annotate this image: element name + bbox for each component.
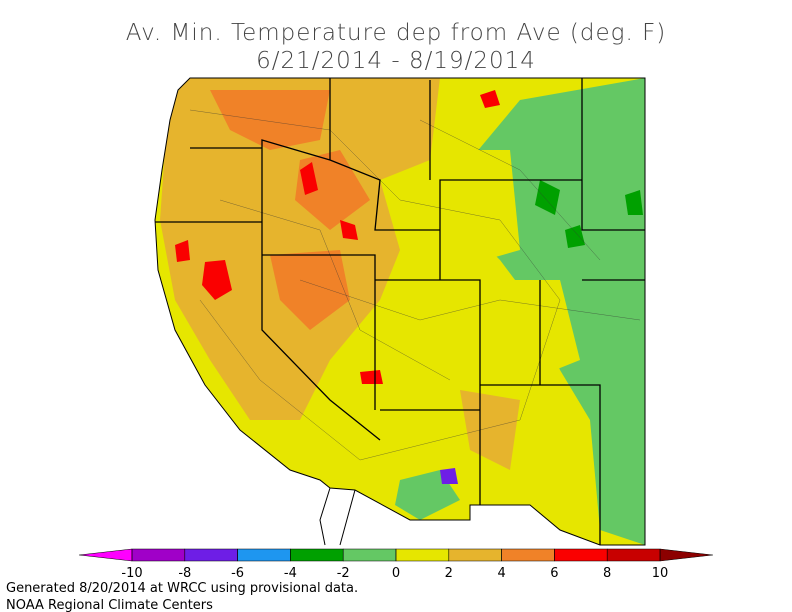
legend-swatch [290, 548, 344, 562]
legend-tick-label: -4 [284, 566, 297, 581]
legend-tick-label: -10 [121, 566, 142, 581]
footer-line: Generated 8/20/2014 at WRCC using provis… [6, 581, 358, 596]
map [154, 77, 646, 546]
legend-tick-label: 8 [603, 566, 611, 581]
legend-arrow [659, 548, 713, 562]
footer-line: NOAA Regional Climate Centers [6, 598, 213, 612]
legend: -10 -8 -6 -4 -2 0 2 4 6 8 10 [79, 548, 713, 581]
legend-swatch [342, 548, 397, 562]
legend-swatch [237, 548, 291, 562]
legend-swatch [395, 548, 450, 562]
legend-tick-label: 6 [550, 566, 558, 581]
legend-tick-label: -2 [337, 566, 350, 581]
legend-swatch [606, 548, 661, 562]
legend-tick-label: -8 [178, 566, 191, 581]
legend-tick-label: 2 [445, 566, 453, 581]
legend-swatch [448, 548, 502, 562]
title-line: Av. Min. Temperature dep from Ave (deg. … [126, 20, 667, 46]
legend-swatch [131, 548, 186, 562]
legend-tick-label: 0 [392, 566, 400, 581]
legend-swatch [184, 548, 238, 562]
title-line: 6/21/2014 - 8/19/2014 [256, 48, 536, 74]
legend-swatch [501, 548, 555, 562]
legend-swatch [554, 548, 608, 562]
legend-arrow [79, 548, 133, 562]
legend-tick-label: 4 [497, 566, 505, 581]
legend-tick-label: -6 [231, 566, 244, 581]
legend-tick-label: 10 [652, 566, 669, 581]
